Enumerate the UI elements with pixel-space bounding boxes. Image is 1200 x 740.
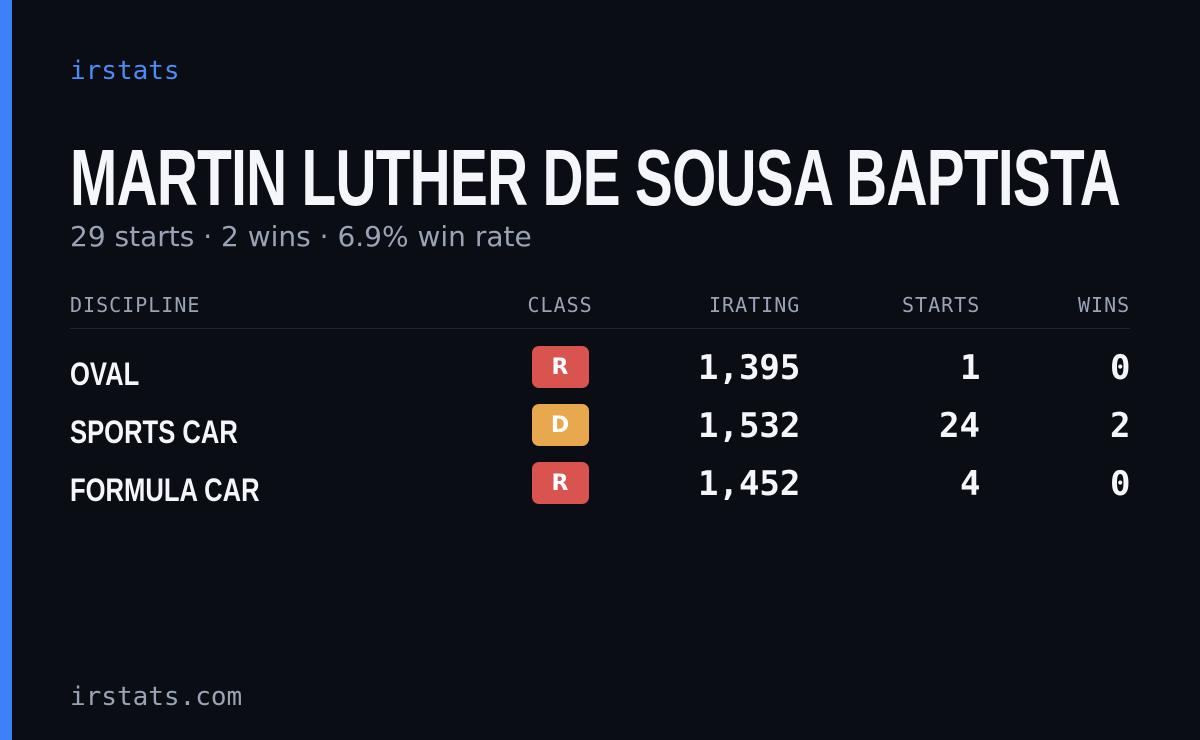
column-header: WINS [1078, 293, 1131, 317]
discipline: OVAL [70, 356, 140, 392]
wins-value: 0 [1110, 464, 1131, 504]
column-header: STARTS [902, 293, 981, 317]
irating-value: 1,452 [698, 464, 801, 504]
discipline: SPORTS CAR [70, 414, 238, 450]
driver-name: MARTIN LUTHER DE SOUSA BAPTISTA [70, 133, 1121, 222]
starts-value: 1 [960, 348, 981, 388]
wins-value: 2 [1110, 406, 1131, 446]
column-header: DISCIPLINE [70, 293, 201, 317]
irating-value: 1,395 [698, 348, 801, 388]
column-header: CLASS [527, 293, 593, 317]
starts-value: 24 [939, 406, 980, 446]
wins-value: 0 [1110, 348, 1131, 388]
column-header: IRATING [709, 293, 801, 317]
class-badge: R [531, 346, 589, 388]
footer: irstats.com [70, 682, 243, 712]
starts-value: 4 [960, 464, 981, 504]
header-rule [70, 328, 1130, 329]
irating-value: 1,532 [698, 406, 801, 446]
accent-bar [0, 0, 12, 740]
class-badge: R [531, 462, 589, 504]
brand: irstats [70, 56, 180, 86]
discipline: FORMULA CAR [70, 472, 260, 508]
class-badge: D [531, 404, 589, 446]
summary: 29 starts · 2 wins · 6.9% win rate [70, 220, 532, 253]
